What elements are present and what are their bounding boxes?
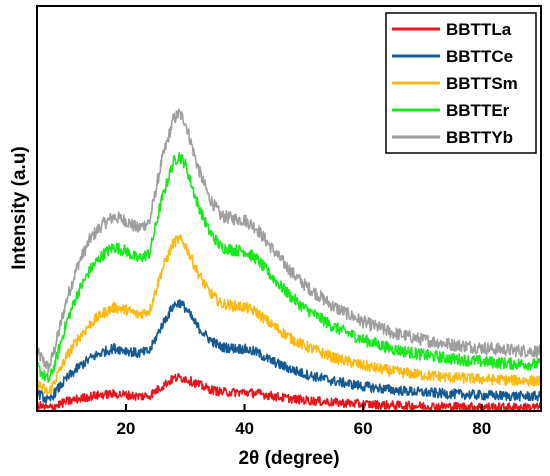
legend-label-bbtter: BBTTEr — [446, 101, 510, 120]
x-tick-label-40: 40 — [235, 419, 254, 438]
x-tick-label-80: 80 — [472, 419, 491, 438]
series-line-bbttla — [36, 373, 542, 411]
legend-label-bbttla: BBTTLa — [446, 20, 512, 39]
series-line-bbttce — [36, 298, 542, 404]
x-tick-label-20: 20 — [116, 419, 135, 438]
x-axis: 20 40 60 80 — [116, 404, 491, 438]
series-line-bbttsm — [36, 234, 542, 396]
series-layer — [36, 108, 542, 411]
legend-label-bbttsm: BBTTSm — [446, 74, 518, 93]
series-line-bbtter — [36, 151, 542, 383]
legend-label-bbttyb: BBTTYb — [446, 128, 513, 147]
legend: BBTTLa BBTTCe BBTTSm BBTTEr BBTTYb — [385, 12, 537, 154]
legend-label-bbttce: BBTTCe — [446, 47, 513, 66]
x-axis-label: 2θ (degree) — [238, 448, 339, 469]
series-line-bbttyb — [36, 108, 542, 374]
y-axis-label: Intensity (a.u) — [9, 146, 30, 270]
plot-frame — [36, 5, 542, 412]
x-tick-label-60: 60 — [354, 419, 373, 438]
